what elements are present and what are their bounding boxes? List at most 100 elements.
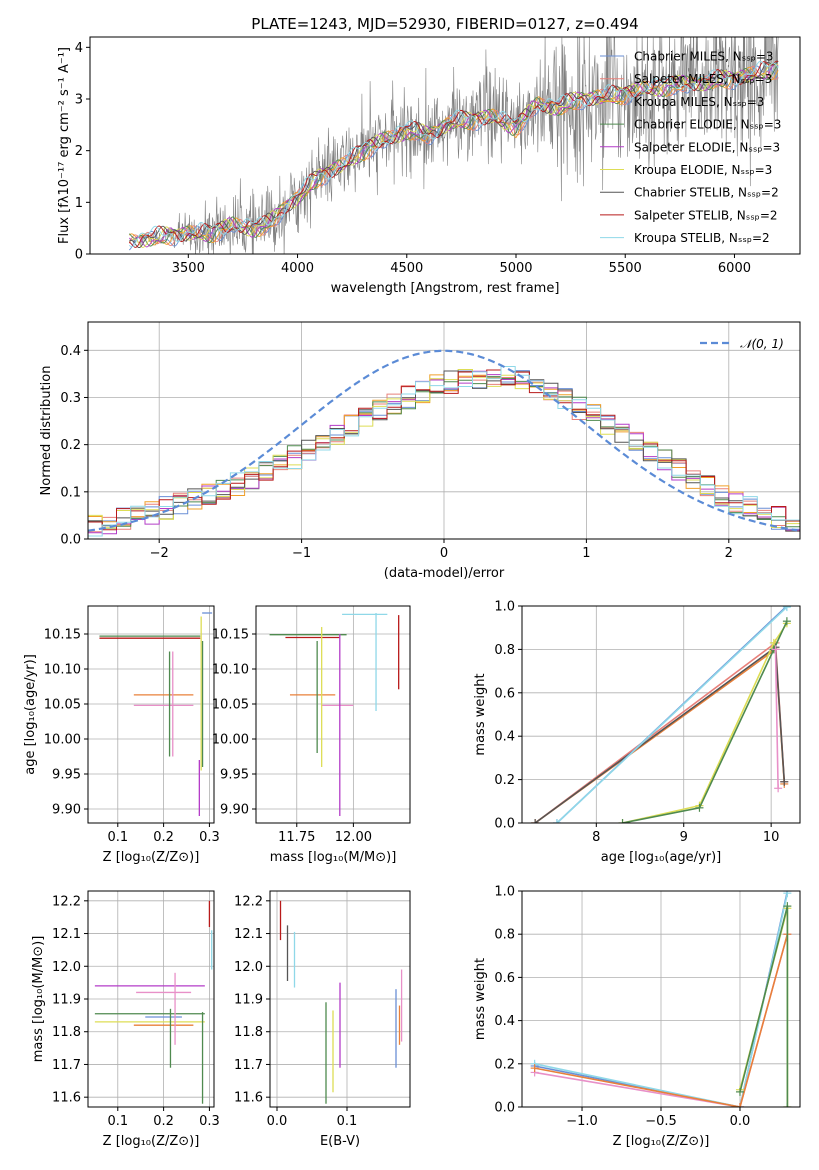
y-tick-label: 10.10 — [212, 663, 249, 678]
y-tick-label: 12.0 — [234, 960, 263, 975]
y-tick-label: 0.6 — [494, 686, 515, 701]
grid-lines — [270, 891, 410, 1107]
model-spectrum-kroupa-stelib — [129, 60, 779, 248]
x-tick-label: 9 — [680, 830, 688, 845]
x-tick-label: −2 — [150, 546, 169, 561]
y-tick-label: 2 — [75, 144, 83, 159]
y-tick-label: 12.2 — [234, 894, 263, 909]
data-spectrum-line — [129, 37, 779, 254]
y-tick-label: 11.7 — [52, 1058, 81, 1073]
axes-residuals: −2 −1 0 1 2 0.0 0.1 0.2 0.3 0.4 (data-model)/error… — [39, 321, 801, 581]
y-tick-label: 4 — [75, 41, 83, 56]
y-tick-label: 9.95 — [220, 768, 249, 783]
y-tick-label: 1 — [75, 196, 83, 211]
y-tick-label: 0.1 — [60, 485, 81, 500]
mass-weight-series-kroupa-elodie — [622, 622, 788, 823]
x-tick-label: 3500 — [172, 261, 205, 276]
axes-frame — [269, 890, 411, 1108]
y-tick-label: 11.6 — [52, 1091, 81, 1106]
plus-marker — [531, 819, 540, 823]
axes-frame — [89, 36, 801, 255]
y-axis-label: mass weight — [473, 673, 488, 755]
plot-area — [88, 349, 800, 539]
axes-frame — [255, 605, 411, 824]
legend: Chabrier MILES, Nₛₛₚ=3 Salpeter MILES, Nₛ… — [600, 50, 781, 245]
legend: 𝒩(0, 1) — [700, 337, 784, 351]
mass-weight-series-extra-pink — [774, 649, 779, 789]
y-tick-label: 0.0 — [494, 1101, 515, 1116]
legend-label: Salpeter ELODIE, Nₛₛₚ=3 — [634, 140, 780, 154]
model-spectrum-chabrier-stelib — [129, 60, 779, 248]
axes-mass_vs_Z: 0.1 0.2 0.3 11.6 11.7 11.8 11.9 12.0 12.1 12.2 Z [… — [31, 890, 220, 1149]
plus-marker — [783, 891, 792, 898]
y-tick-label: 9.90 — [220, 803, 249, 818]
y-tick-label: 12.1 — [52, 927, 81, 942]
plot-area — [530, 891, 792, 1107]
y-axis-label: mass [log₁₀(M/M⊙)] — [31, 936, 46, 1063]
y-tick-label: 0.3 — [60, 391, 81, 406]
x-tick-label: 6000 — [718, 261, 751, 276]
y-tick-label: 0.0 — [60, 533, 81, 548]
x-tick-label: 0.1 — [107, 830, 128, 845]
y-tick-label: 10.05 — [44, 698, 81, 713]
plot-area — [531, 606, 791, 823]
x-tick-label: 12.00 — [335, 830, 372, 845]
y-tick-label: 11.8 — [234, 1025, 263, 1040]
grid-lines — [522, 605, 800, 824]
axes-frame — [87, 890, 215, 1108]
y-tick-label: 10.15 — [44, 628, 81, 643]
y-tick-label: 0.4 — [60, 344, 81, 359]
y-tick-label: 10.00 — [212, 733, 249, 748]
y-tick-label: 11.8 — [52, 1025, 81, 1040]
axes-frame — [87, 321, 801, 540]
x-tick-label: 8 — [592, 830, 600, 845]
mass-weight-series-extra-orange — [534, 933, 789, 1107]
chart-title: PLATE=1243, MJD=52930, FIBERID=0127, z=0… — [251, 15, 638, 33]
mass-weight-series-chabrier-elodie — [622, 620, 788, 823]
y-tick-label: 0.2 — [494, 773, 515, 788]
residual-histogram-salpeter-stelib — [88, 369, 800, 539]
x-tick-label: 1 — [582, 546, 590, 561]
x-axis-label: Z [log₁₀(Z/Z⊙)] — [103, 1134, 200, 1149]
plus-marker — [695, 803, 704, 812]
y-tick-label: 1.0 — [494, 885, 515, 900]
grid-lines — [88, 891, 214, 1107]
y-tick-label: 0 — [75, 248, 83, 263]
y-axis-label: Flux [fλ10⁻¹⁷ erg cm⁻² s⁻¹ A⁻¹] — [57, 47, 72, 244]
plus-marker — [782, 617, 791, 626]
x-tick-label: 4000 — [281, 261, 314, 276]
legend-label: 𝒩(0, 1) — [740, 337, 784, 351]
x-axis-label: mass [log₁₀(M/M⊙)] — [270, 850, 397, 865]
axes-frame — [87, 605, 215, 824]
x-axis-label: E(B-V) — [320, 1134, 360, 1149]
y-tick-label: 0.8 — [494, 928, 515, 943]
axes-age_vs_Z: 0.1 0.2 0.3 9.90 9.95 10.00 10.05 10.10 10.15 Z [… — [23, 605, 220, 865]
legend-label: Salpeter MILES, Nₛₛₚ=3 — [634, 72, 772, 86]
y-tick-label: 0.0 — [494, 817, 515, 832]
plus-marker — [735, 1103, 744, 1107]
y-tick-label: 12.1 — [234, 927, 263, 942]
x-tick-label: 5500 — [609, 261, 642, 276]
plus-marker — [780, 777, 789, 786]
x-tick-label: 0.2 — [153, 1114, 174, 1129]
y-axis-label: age [log₁₀(age/yr)] — [23, 654, 38, 775]
x-tick-label: 5000 — [499, 261, 532, 276]
y-tick-label: 9.95 — [52, 768, 81, 783]
x-tick-label: 4500 — [390, 261, 423, 276]
axes-mass_vs_ebv: 0.0 0.1 11.6 11.7 11.8 11.9 12.0 12.1 12.2 E(B-V) — [234, 890, 411, 1149]
mass-weight-series-chabrier-stelib — [534, 645, 786, 823]
grid-lines — [88, 606, 214, 823]
legend-label: Kroupa MILES, Nₛₛₚ=3 — [634, 95, 764, 109]
normal-curve — [88, 349, 798, 532]
y-tick-label: 11.7 — [234, 1058, 263, 1073]
x-tick-label: 0.0 — [730, 1114, 751, 1129]
plus-marker — [735, 1087, 744, 1096]
y-tick-label: 10.05 — [212, 698, 249, 713]
axes-spectrum: 3500 4000 4500 5000 5500 6000 0 1 2 3 4 wavelength … — [57, 15, 801, 296]
axes-frame — [521, 605, 801, 824]
x-axis-label: Z [log₁₀(Z/Z⊙)] — [613, 1134, 710, 1149]
y-tick-label: 0.4 — [494, 730, 515, 745]
axes-mass_weight_vs_Z: −1.0 −0.5 0.0 0.0 0.2 0.4 0.6 0.8 1.0 Z [log₁₀(Z/… — [473, 885, 801, 1149]
y-tick-label: 10.10 — [44, 663, 81, 678]
